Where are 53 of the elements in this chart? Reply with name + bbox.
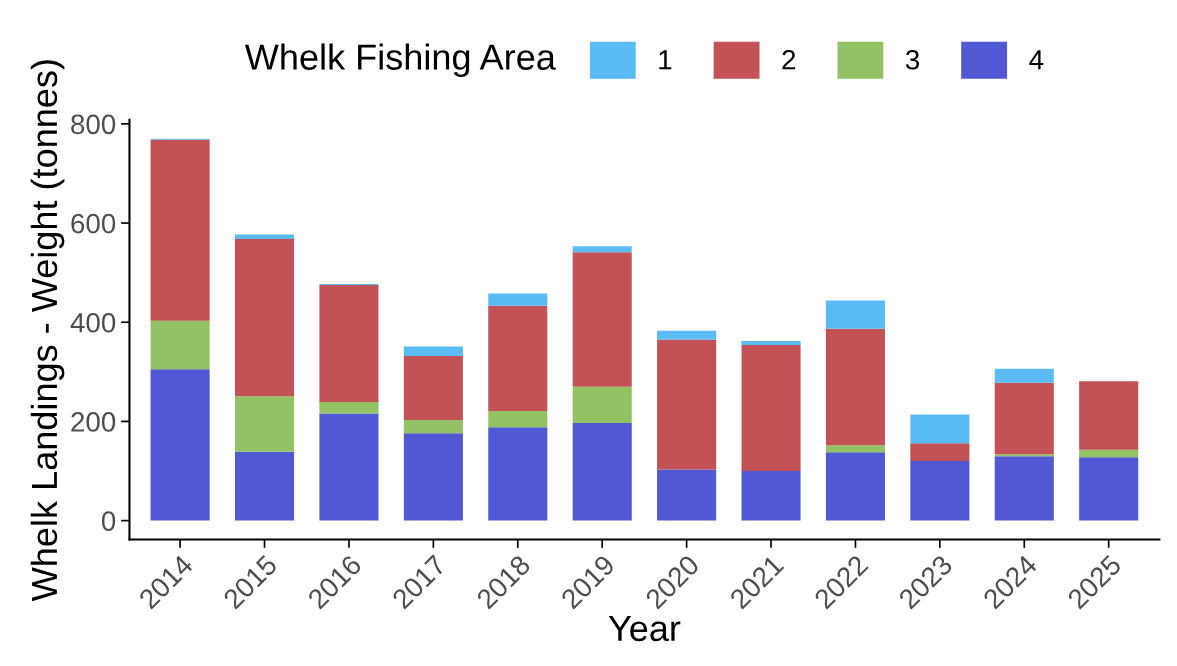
bar bbox=[994, 456, 1054, 521]
bar bbox=[572, 252, 632, 387]
legend-label: 2 bbox=[782, 49, 796, 70]
bar bbox=[910, 443, 970, 462]
bar bbox=[488, 293, 548, 306]
bar bbox=[572, 422, 632, 521]
bar bbox=[234, 396, 295, 452]
bar bbox=[150, 139, 210, 321]
legend-label: 4 bbox=[1029, 50, 1044, 70]
bar bbox=[910, 461, 970, 521]
bar bbox=[488, 427, 548, 521]
bar bbox=[403, 346, 463, 356]
y-tick-label: 800 bbox=[71, 114, 116, 135]
bar bbox=[319, 285, 379, 403]
bar bbox=[488, 305, 548, 412]
bar bbox=[741, 471, 801, 521]
bar bbox=[150, 369, 210, 521]
bar bbox=[488, 411, 548, 428]
bar bbox=[403, 433, 463, 521]
legend-title: Whelk Fishing Area bbox=[244, 43, 556, 78]
bar bbox=[825, 452, 885, 521]
bar bbox=[234, 238, 295, 397]
bar bbox=[657, 469, 717, 521]
legend-label: 3 bbox=[905, 49, 920, 70]
x-axis-title: Year bbox=[608, 615, 681, 642]
bar bbox=[572, 246, 632, 253]
bar bbox=[825, 328, 885, 446]
bar bbox=[1079, 381, 1139, 450]
bar bbox=[319, 413, 379, 521]
bar bbox=[657, 330, 717, 340]
y-tick-label: 400 bbox=[70, 312, 116, 333]
bar bbox=[741, 341, 801, 346]
bar bbox=[910, 414, 970, 444]
bar bbox=[1079, 449, 1139, 458]
bar bbox=[572, 386, 632, 423]
bar bbox=[234, 451, 295, 521]
bar bbox=[994, 382, 1054, 455]
y-axis-title: Whelk Landings - Weight (tonnes) bbox=[30, 60, 65, 602]
y-tick-label: 0 bbox=[101, 511, 116, 531]
bar bbox=[741, 345, 801, 472]
y-tick-label: 200 bbox=[71, 412, 116, 432]
bar bbox=[825, 445, 885, 453]
bar bbox=[657, 339, 717, 470]
legend-label: 1 bbox=[659, 50, 672, 70]
bar bbox=[234, 234, 295, 239]
bar bbox=[319, 402, 379, 414]
bar bbox=[825, 300, 885, 329]
bar bbox=[994, 368, 1054, 383]
bar bbox=[150, 320, 210, 370]
y-tick-label: 600 bbox=[71, 213, 116, 234]
bar bbox=[403, 355, 463, 420]
bar bbox=[1079, 457, 1139, 521]
bar bbox=[403, 419, 463, 434]
